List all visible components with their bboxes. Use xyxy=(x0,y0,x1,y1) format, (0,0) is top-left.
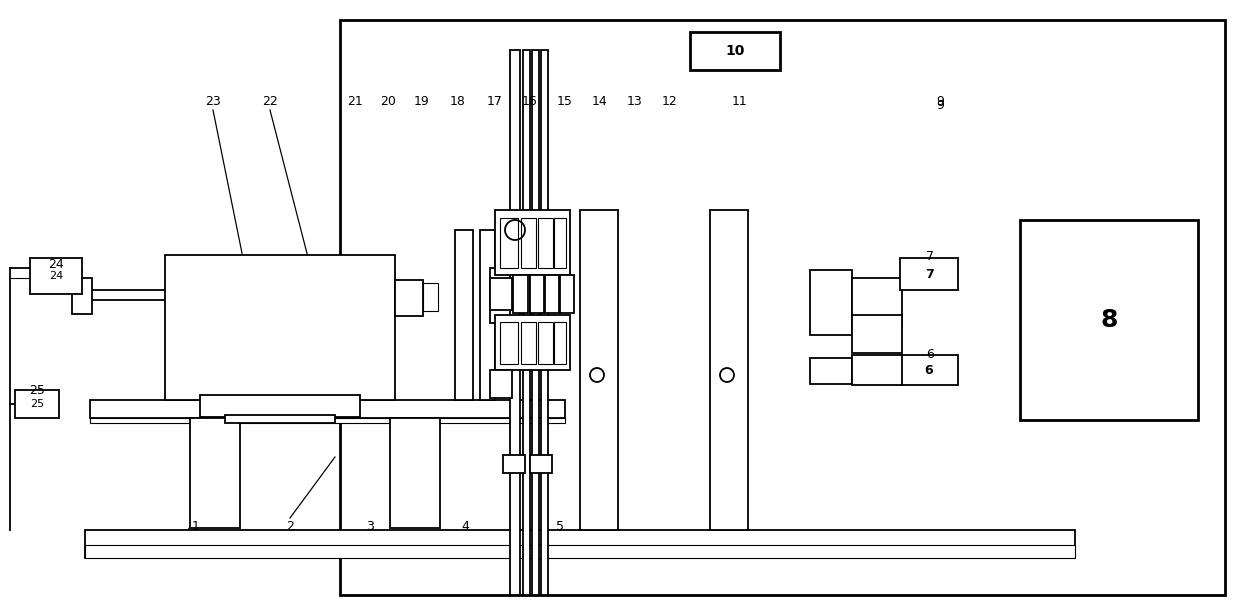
Bar xyxy=(91,400,565,418)
Bar xyxy=(510,50,520,595)
Text: 21: 21 xyxy=(347,95,363,108)
Text: 25: 25 xyxy=(29,384,45,397)
Bar xyxy=(529,275,544,313)
Bar xyxy=(538,218,553,268)
Bar xyxy=(852,315,901,353)
Bar xyxy=(529,455,552,473)
Text: 13: 13 xyxy=(627,95,642,108)
Text: 10: 10 xyxy=(725,44,745,58)
Bar xyxy=(560,275,574,313)
Text: 11: 11 xyxy=(732,95,748,108)
Bar xyxy=(72,278,92,314)
Bar xyxy=(546,275,559,313)
Text: 7: 7 xyxy=(925,267,934,280)
Bar xyxy=(521,322,536,364)
Bar xyxy=(1021,220,1198,420)
Bar xyxy=(580,210,618,530)
Bar xyxy=(554,218,565,268)
Text: 16: 16 xyxy=(522,95,538,108)
Bar xyxy=(30,258,82,294)
Bar xyxy=(495,315,570,370)
Text: 7: 7 xyxy=(926,249,934,262)
Text: 1: 1 xyxy=(192,520,200,533)
Text: 4: 4 xyxy=(461,520,469,533)
Text: 18: 18 xyxy=(450,95,466,108)
Text: 14: 14 xyxy=(593,95,608,108)
Text: 24: 24 xyxy=(48,271,63,281)
Bar xyxy=(396,280,423,316)
Text: 23: 23 xyxy=(205,95,221,108)
Bar xyxy=(503,455,525,473)
Text: 9: 9 xyxy=(936,95,944,108)
Bar xyxy=(900,355,959,385)
Text: 20: 20 xyxy=(381,95,396,108)
Bar xyxy=(538,322,553,364)
Bar xyxy=(391,418,440,528)
Bar xyxy=(852,278,901,326)
Text: 25: 25 xyxy=(30,399,45,409)
Text: 6: 6 xyxy=(926,347,934,360)
Bar xyxy=(165,255,396,400)
Text: 9: 9 xyxy=(936,99,944,111)
Bar xyxy=(15,390,60,418)
Bar xyxy=(523,50,529,595)
Bar xyxy=(423,283,438,311)
Bar xyxy=(513,275,528,313)
Text: 5: 5 xyxy=(556,520,564,533)
Bar xyxy=(86,530,1075,558)
Text: 3: 3 xyxy=(366,520,374,533)
Bar xyxy=(224,415,335,423)
Text: 22: 22 xyxy=(262,95,278,108)
Bar xyxy=(852,355,901,385)
Bar xyxy=(810,270,852,335)
Bar xyxy=(532,50,539,595)
Bar xyxy=(500,322,518,364)
Bar xyxy=(900,258,959,290)
Text: 15: 15 xyxy=(557,95,573,108)
Text: 8: 8 xyxy=(1100,308,1117,332)
Bar xyxy=(495,210,570,275)
Bar xyxy=(340,20,1225,595)
Text: 24: 24 xyxy=(48,257,64,270)
Bar xyxy=(490,370,512,398)
Bar xyxy=(541,50,548,595)
Bar xyxy=(455,230,472,400)
Text: 19: 19 xyxy=(414,95,430,108)
Text: 12: 12 xyxy=(662,95,678,108)
Bar xyxy=(490,268,520,323)
Bar xyxy=(689,32,780,70)
Text: 17: 17 xyxy=(487,95,503,108)
Text: 6: 6 xyxy=(925,363,934,376)
Text: 2: 2 xyxy=(286,520,294,533)
Bar xyxy=(554,322,565,364)
Bar xyxy=(200,395,360,417)
Bar xyxy=(711,210,748,530)
Bar xyxy=(500,218,518,268)
Bar xyxy=(190,418,241,528)
Bar xyxy=(810,358,852,384)
Bar xyxy=(490,278,512,310)
Bar xyxy=(91,418,565,423)
Bar xyxy=(521,218,536,268)
Bar xyxy=(86,545,1075,558)
Bar xyxy=(480,230,495,400)
